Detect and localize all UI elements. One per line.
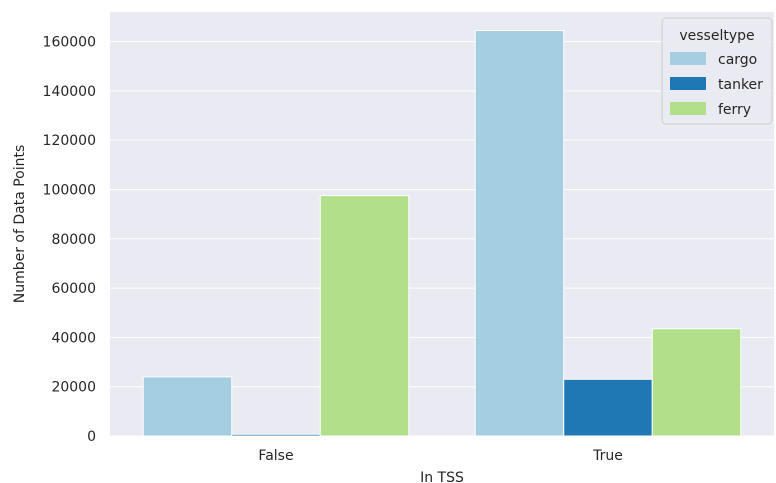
- legend-swatch-cargo: [670, 52, 706, 65]
- bar-cargo-true: [474, 29, 565, 437]
- bar-cargo-false: [142, 376, 233, 437]
- y-axis-label: Number of Data Points: [12, 145, 28, 304]
- legend-label-cargo: cargo: [718, 52, 757, 68]
- y-tick-label: 20000: [51, 380, 96, 396]
- legend-box: [661, 17, 773, 125]
- y-tick-label: 140000: [43, 84, 96, 100]
- legend-swatch-ferry: [670, 102, 706, 115]
- x-axis-label: In TSS: [420, 470, 464, 483]
- bar-ferry-false: [319, 195, 410, 437]
- y-tick-label: 0: [87, 429, 96, 445]
- x-tick-labels: False True: [258, 448, 622, 464]
- bar-tanker-true: [563, 378, 653, 437]
- y-tick-labels: 0 20000 40000 60000 80000 100000 120000 140000 1…: [43, 35, 96, 445]
- y-tick-label: 40000: [51, 330, 96, 346]
- y-tick-label: 120000: [43, 133, 96, 149]
- x-tick-label: False: [258, 448, 293, 464]
- x-tick-label: True: [592, 448, 623, 464]
- bar-ferry-true: [651, 328, 742, 437]
- y-tick-label: 100000: [43, 182, 96, 198]
- legend-label-tanker: tanker: [718, 77, 763, 93]
- legend-title: vesseltype: [679, 28, 754, 44]
- y-tick-label: 80000: [51, 232, 96, 248]
- bars: [142, 29, 742, 437]
- y-tick-label: 160000: [43, 35, 96, 51]
- legend: vesseltype cargo tanker ferry: [661, 17, 773, 125]
- legend-swatch-tanker: [670, 77, 706, 90]
- legend-label-ferry: ferry: [718, 102, 751, 118]
- y-tick-label: 60000: [51, 281, 96, 297]
- bar-tanker-false: [231, 433, 321, 437]
